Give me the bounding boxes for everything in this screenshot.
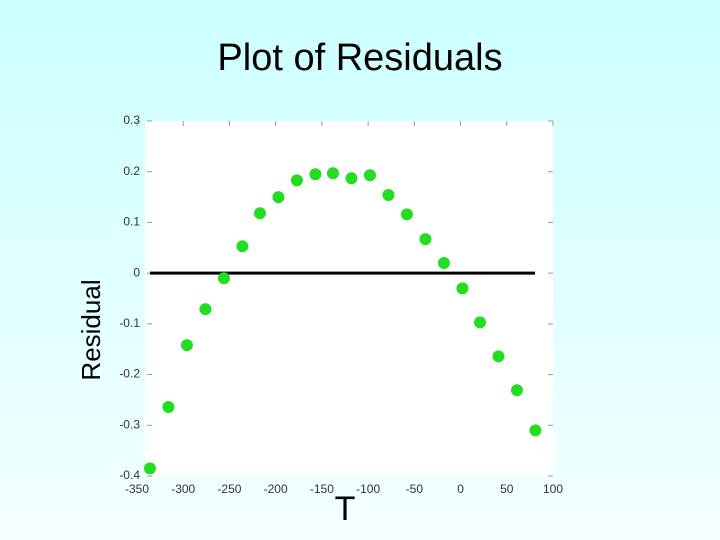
x-tick-label: -150 bbox=[310, 482, 334, 496]
x-axis-label: T bbox=[335, 490, 356, 528]
y-tick-label: 0.2 bbox=[123, 164, 140, 178]
data-point bbox=[272, 191, 285, 204]
y-tick-label: 0.1 bbox=[123, 215, 140, 229]
data-point bbox=[400, 208, 413, 221]
data-point bbox=[529, 424, 542, 437]
data-point bbox=[143, 462, 156, 475]
x-tick-label: -200 bbox=[264, 482, 288, 496]
data-point bbox=[162, 401, 175, 414]
chart-title: Plot of Residuals bbox=[217, 37, 502, 79]
data-point bbox=[382, 189, 395, 202]
data-point bbox=[492, 350, 505, 363]
x-tick-label: -50 bbox=[406, 482, 424, 496]
data-point bbox=[326, 167, 339, 180]
x-tick-label: -250 bbox=[217, 482, 241, 496]
data-point bbox=[473, 316, 486, 329]
data-point bbox=[437, 257, 450, 269]
data-point bbox=[510, 384, 523, 397]
y-tick-label: -0.4 bbox=[119, 468, 140, 482]
x-tick-label: 100 bbox=[543, 482, 563, 496]
y-tick-label: 0 bbox=[133, 265, 140, 279]
data-point bbox=[199, 303, 212, 316]
y-tick-label: -0.1 bbox=[119, 316, 140, 330]
data-point bbox=[345, 172, 358, 185]
data-point bbox=[253, 207, 266, 220]
data-point bbox=[309, 168, 322, 181]
x-tick-label: 0 bbox=[457, 482, 464, 496]
y-tick-label: 0.3 bbox=[123, 113, 140, 127]
x-tick-label: -300 bbox=[171, 482, 195, 496]
x-tick-label: 50 bbox=[500, 482, 514, 496]
y-axis-label: Residual bbox=[76, 279, 106, 380]
data-point bbox=[290, 174, 303, 187]
x-tick-label: -350 bbox=[125, 482, 149, 496]
y-tick-label: -0.2 bbox=[119, 367, 140, 381]
data-point bbox=[236, 240, 249, 253]
data-point bbox=[456, 282, 469, 295]
data-point bbox=[363, 169, 376, 182]
data-point bbox=[419, 233, 432, 246]
data-point bbox=[180, 339, 193, 352]
data-point bbox=[217, 272, 230, 285]
y-tick-label: -0.3 bbox=[119, 417, 140, 431]
x-tick-label: -100 bbox=[356, 482, 380, 496]
